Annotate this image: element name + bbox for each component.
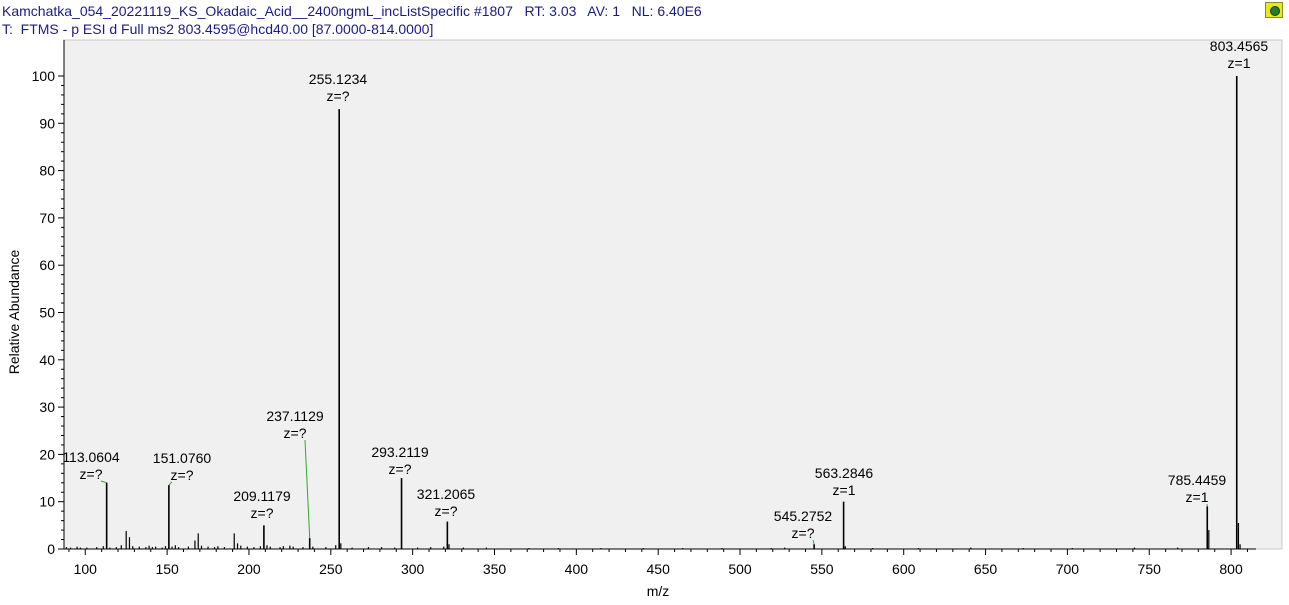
minor-peaks [65, 522, 1241, 549]
x-tick-label: 700 [1056, 561, 1080, 577]
peak-charge-label: z=? [80, 466, 103, 482]
x-axis-title: m/z [647, 583, 670, 599]
peak-mz-label: 785.4459 [1168, 472, 1227, 488]
peak-leader-line [168, 481, 173, 486]
y-tick-label: 0 [47, 541, 55, 557]
labeled-peaks [105, 76, 1238, 549]
x-tick-label: 550 [810, 561, 834, 577]
peak-charge-label: z=? [389, 461, 412, 477]
x-tick-label: 500 [728, 561, 752, 577]
peak-charge-label: z=? [792, 525, 815, 541]
peak-labels: 113.0604z=?151.0760z=?209.1179z=?237.112… [62, 38, 1268, 541]
peak-label-leaders [100, 439, 1208, 545]
scan-header-line-1: Kamchatka_054_20221119_KS_Okadaic_Acid__… [2, 3, 702, 19]
x-tick-label: 150 [155, 561, 179, 577]
peak-charge-label: z=1 [1186, 489, 1209, 505]
peak-mz-label: 321.2065 [417, 486, 476, 502]
plot-area [63, 39, 1283, 550]
x-tick-label: 300 [401, 561, 425, 577]
y-tick-label: 40 [39, 352, 55, 368]
y-tick-label: 50 [39, 305, 55, 321]
y-tick-label: 20 [39, 446, 55, 462]
peak-leader-line [812, 539, 815, 545]
y-tick-label: 70 [39, 210, 55, 226]
peak-charge-label: z=? [171, 467, 194, 483]
peak-mz-label: 563.2846 [815, 465, 874, 481]
x-tick-label: 450 [647, 561, 671, 577]
scan-header-line-2: T: FTMS - p ESI d Full ms2 803.4595@hcd4… [2, 21, 434, 37]
x-tick-label: 800 [1219, 561, 1243, 577]
peak-mz-label: 545.2752 [774, 508, 833, 524]
peak-charge-label: z=? [284, 425, 307, 441]
peak-mz-label: 255.1234 [309, 71, 368, 87]
y-tick-label: 90 [39, 115, 55, 131]
peak-mz-label: 113.0604 [62, 449, 120, 465]
x-tick-label: 750 [1138, 561, 1162, 577]
spectrum-options-icon[interactable] [1265, 2, 1283, 18]
peak-charge-label: z=? [251, 505, 274, 521]
peak-mz-label: 151.0760 [153, 450, 212, 466]
peak-charge-label: z=? [435, 503, 458, 519]
x-tick-label: 250 [319, 561, 343, 577]
y-tick-label: 30 [39, 399, 55, 415]
x-tick-label: 200 [237, 561, 261, 577]
peak-mz-label: 293.2119 [371, 444, 429, 460]
peak-charge-label: z=1 [1228, 55, 1251, 71]
peak-leader-line [100, 480, 107, 484]
y-tick-label: 60 [39, 257, 55, 273]
x-tick-label: 600 [892, 561, 916, 577]
peak-leader-line [304, 439, 311, 539]
x-axis: 100 150 200 250 300 350 400 450 500 550 600 650 700 7… [64, 548, 1256, 577]
peak-charge-label: z=? [327, 88, 350, 104]
peak-mz-label: 803.4565 [1210, 38, 1269, 54]
peak-mz-label: 237.1129 [266, 408, 324, 424]
x-tick-label: 100 [74, 561, 98, 577]
peak-mz-label: 209.1179 [233, 488, 291, 504]
x-tick-label: 650 [974, 561, 998, 577]
y-axis: 0 10 20 30 40 50 60 70 80 90 100 [32, 40, 65, 557]
y-tick-label: 80 [39, 163, 55, 179]
y-axis-title: Relative Abundance [6, 250, 22, 375]
peak-charge-label: z=1 [833, 482, 856, 498]
y-tick-label: 100 [32, 68, 56, 84]
y-tick-label: 10 [39, 494, 55, 510]
x-tick-label: 400 [565, 561, 589, 577]
x-tick-label: 350 [483, 561, 507, 577]
